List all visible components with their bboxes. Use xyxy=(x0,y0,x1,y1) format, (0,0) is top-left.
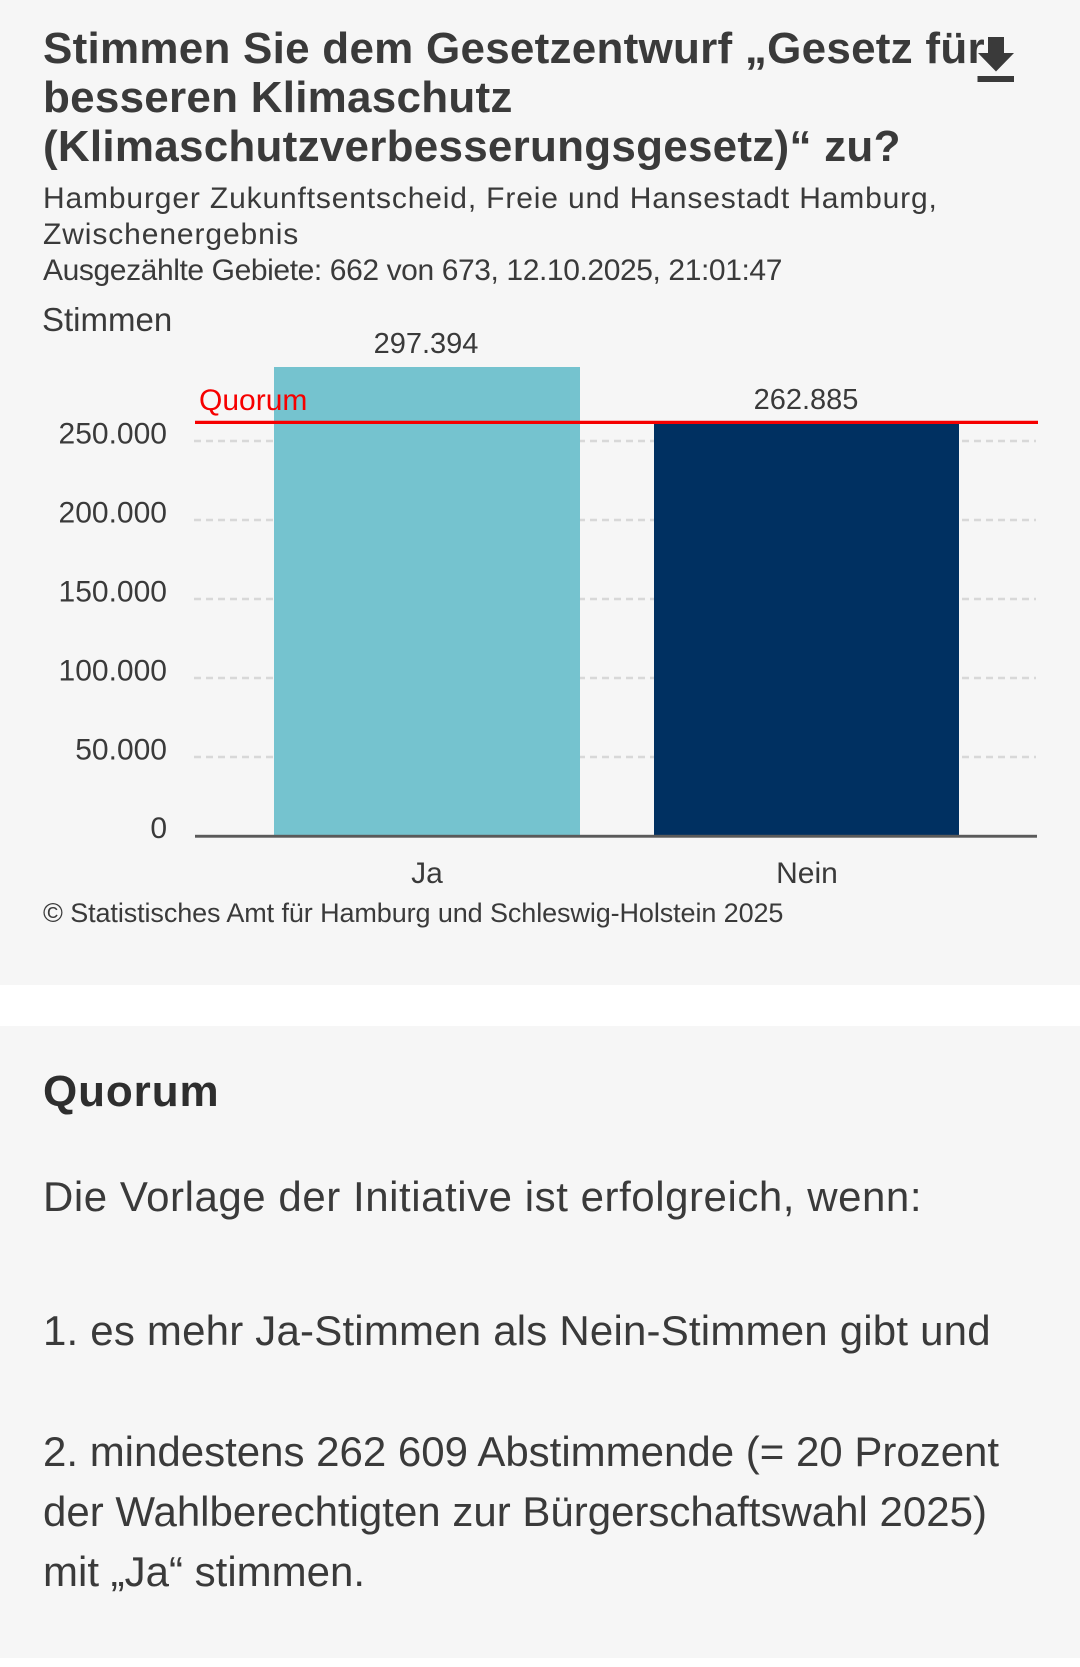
svg-text:297.394: 297.394 xyxy=(374,328,479,360)
svg-text:150.000: 150.000 xyxy=(59,576,167,609)
svg-text:© Statistisches Amt für Hambur: © Statistisches Amt für Hamburg und Schl… xyxy=(43,898,783,928)
svg-text:Stimmen: Stimmen xyxy=(42,301,172,338)
svg-text:Nein: Nein xyxy=(776,857,838,890)
svg-text:Ja: Ja xyxy=(411,857,443,890)
svg-text:Quorum: Quorum xyxy=(199,384,307,417)
svg-text:50.000: 50.000 xyxy=(75,734,167,767)
svg-text:262.885: 262.885 xyxy=(754,384,859,416)
svg-text:200.000: 200.000 xyxy=(59,497,167,530)
svg-text:100.000: 100.000 xyxy=(59,655,167,688)
svg-text:250.000: 250.000 xyxy=(59,418,167,451)
svg-text:0: 0 xyxy=(150,812,167,845)
